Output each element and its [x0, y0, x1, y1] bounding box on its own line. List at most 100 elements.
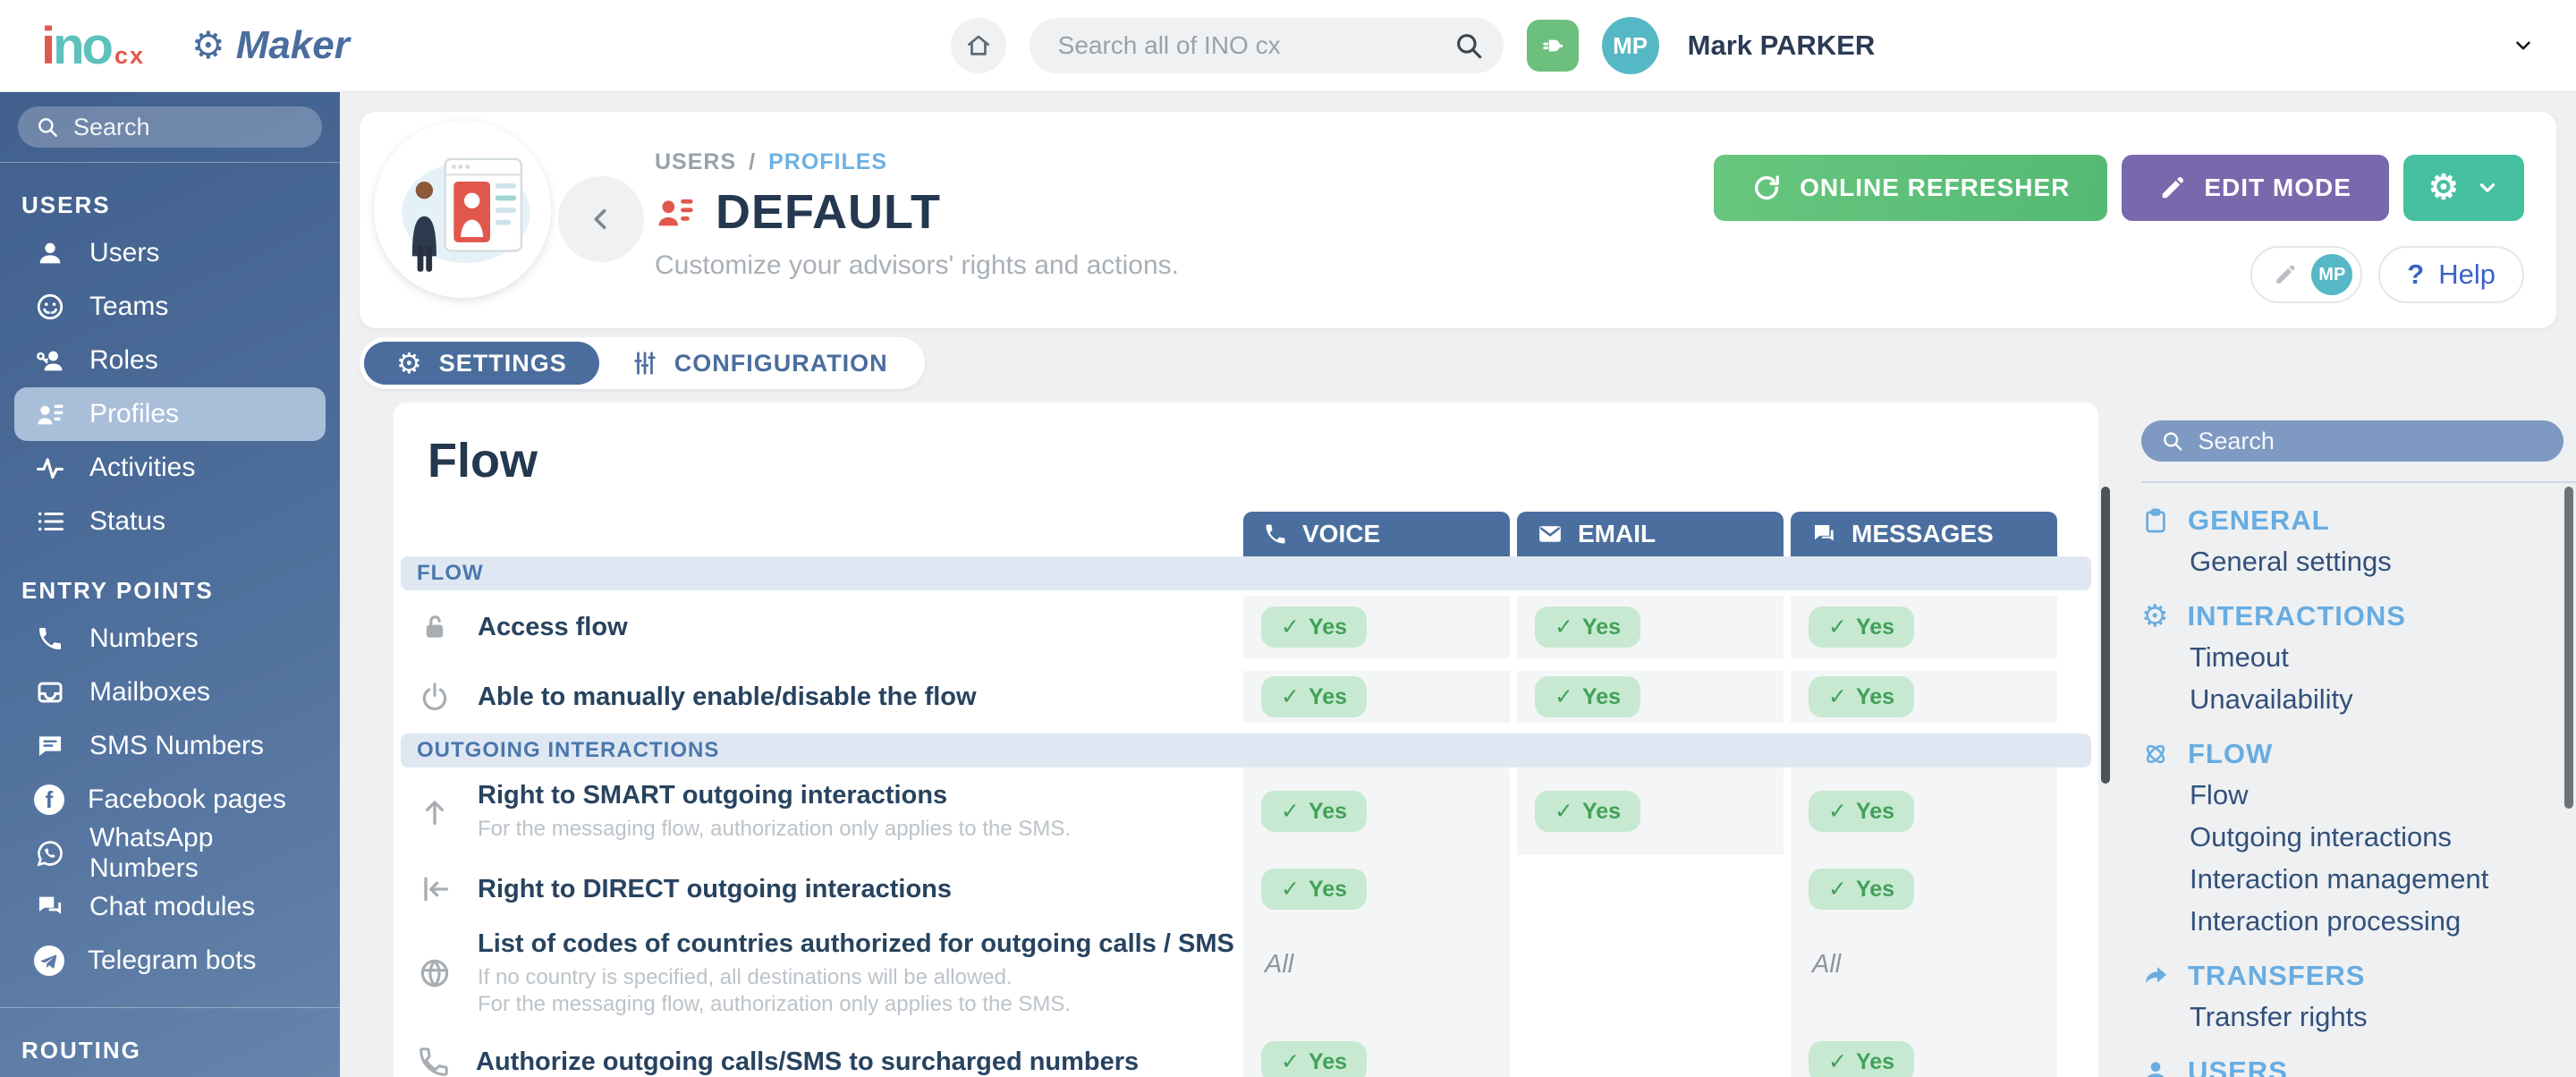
nav-item-interaction-processing[interactable]: Interaction processing [2190, 905, 2462, 937]
breadcrumb: USERS / PROFILES [655, 149, 1179, 175]
global-search[interactable] [1029, 18, 1504, 73]
nav-item-transfer-rights[interactable]: Transfer rights [2190, 1001, 2368, 1032]
topbar: ino cx ⚙ Maker MP Mark PARKER [0, 0, 2576, 92]
check-icon: ✓ [1281, 684, 1300, 709]
section-bar-flow: FLOW [401, 556, 2091, 590]
nav-item-outgoing-interactions[interactable]: Outgoing interactions [2190, 821, 2452, 852]
arrow-up-icon [417, 793, 453, 829]
yes-badge: ✓ Yes [1809, 676, 1915, 717]
maker-app-badge[interactable]: ⚙ Maker [191, 23, 350, 68]
row-note: If no country is specified, all destinat… [478, 964, 1013, 989]
cell-messages: ✓ Yes [1791, 767, 2057, 855]
settings-search[interactable] [2141, 420, 2563, 462]
yes-badge: ✓ Yes [1809, 1041, 1915, 1077]
global-search-input[interactable] [1055, 30, 1441, 61]
pulse-icon [34, 452, 66, 484]
nav-item-general-settings[interactable]: General settings [2190, 546, 2392, 577]
message-bubble-icon [1815, 525, 1834, 541]
nav-item-unavailability[interactable]: Unavailability [2190, 683, 2353, 715]
user-name: Mark PARKER [1687, 30, 1876, 61]
settings-search-input[interactable] [2196, 426, 2544, 456]
nav-item-flow[interactable]: Flow [2190, 779, 2249, 810]
sidebar-item-whatsapp-numbers[interactable]: WhatsApp Numbers [14, 823, 326, 883]
sidebar-item-users[interactable]: Users [14, 226, 326, 280]
left-sidebar: USERS Users Teams Roles Profiles Activit… [0, 92, 340, 1077]
gear-icon: ⚙ [2141, 599, 2170, 633]
row-label: List of codes of countries authorized fo… [478, 929, 1234, 958]
back-button[interactable] [558, 176, 644, 262]
gear-icon: ⚙ [396, 347, 423, 379]
page-scrollbar[interactable] [2564, 487, 2573, 809]
sidebar-search[interactable] [18, 106, 322, 148]
profile-options-button[interactable]: ⚙ [2402, 155, 2524, 221]
tab-configuration[interactable]: CONFIGURATION [599, 342, 920, 385]
cell-email: ✓ Yes [1517, 671, 1784, 723]
nav-section-general[interactable]: GENERAL [2141, 505, 2576, 537]
column-header-email: EMAIL [1517, 512, 1784, 556]
yes-badge: ✓ Yes [1261, 676, 1368, 717]
phone-icon [417, 1045, 451, 1077]
pencil-icon [2163, 176, 2184, 199]
power-icon [417, 679, 453, 715]
cell-messages: ✓ Yes [1791, 671, 2057, 723]
nav-section-interactions[interactable]: ⚙ INTERACTIONS [2141, 599, 2406, 633]
check-icon: ✓ [1555, 615, 1573, 640]
breadcrumb-profiles[interactable]: PROFILES [768, 149, 888, 174]
tab-settings[interactable]: ⚙ SETTINGS [364, 342, 599, 385]
envelope-icon [1539, 526, 1561, 542]
row-label: Right to DIRECT outgoing interactions [478, 874, 953, 903]
nav-section-flow[interactable]: FLOW [2141, 738, 2576, 770]
sidebar-item-label: Numbers [89, 623, 199, 653]
online-refresher-button[interactable]: ONLINE REFRESHER [1714, 155, 2108, 221]
user-menu-button[interactable] [2476, 34, 2535, 57]
assigned-user-pill[interactable]: MP [2250, 246, 2363, 303]
sidebar-item-roles[interactable]: Roles [14, 334, 326, 387]
phone-icon [34, 623, 66, 655]
sidebar-item-telegram-bots[interactable]: Telegram bots [14, 934, 326, 988]
connector-button[interactable] [1526, 20, 1579, 72]
check-icon: ✓ [1555, 799, 1573, 824]
sidebar-item-sms-numbers[interactable]: SMS Numbers [14, 719, 326, 773]
nav-item-interaction-management[interactable]: Interaction management [2190, 863, 2489, 895]
all-value: All [1265, 950, 1294, 979]
sidebar-item-teams[interactable]: Teams [14, 280, 326, 334]
user-avatar[interactable]: MP [1601, 17, 1659, 74]
check-icon: ✓ [1281, 615, 1300, 640]
row-label: Able to manually enable/disable the flow [478, 682, 977, 711]
whatsapp-icon [34, 837, 66, 869]
logo-text-i: i [41, 16, 55, 75]
table-row-surcharged-numbers: Authorize outgoing calls/SMS to surcharg… [401, 1023, 2091, 1077]
sidebar-item-mailboxes[interactable]: Mailboxes [14, 666, 326, 719]
sidebar-item-voice[interactable]: Voice [14, 1072, 326, 1077]
edit-mode-button[interactable]: EDIT MODE [2122, 155, 2389, 221]
help-button[interactable]: ? Help [2378, 246, 2524, 303]
nav-section-transfers[interactable]: TRANSFERS [2141, 960, 2576, 992]
row-label: Right to SMART outgoing interactions [478, 780, 948, 810]
nav-item-timeout[interactable]: Timeout [2190, 641, 2289, 673]
sidebar-item-chat-modules[interactable]: Chat modules [14, 880, 326, 934]
home-button[interactable] [950, 18, 1006, 73]
cell-messages: ✓ Yes [1791, 596, 2057, 658]
section-title: Flow [428, 434, 538, 488]
breadcrumb-users[interactable]: USERS [655, 149, 737, 174]
ino-cx-logo[interactable]: ino cx [41, 16, 145, 76]
cell-voice: All [1243, 923, 1510, 1023]
share-arrow-icon [2146, 967, 2166, 983]
tab-settings-label: SETTINGS [438, 349, 567, 377]
sidebar-item-label: SMS Numbers [89, 731, 265, 760]
search-icon [2164, 432, 2182, 451]
sidebar-search-input[interactable] [71, 112, 304, 142]
sms-bubble-icon [34, 730, 66, 762]
sidebar-item-numbers[interactable]: Numbers [14, 612, 326, 666]
nav-section-users[interactable]: USERS [2141, 1056, 2576, 1077]
sidebar-item-status[interactable]: Status [14, 495, 326, 548]
sidebar-item-profiles[interactable]: Profiles [14, 387, 326, 441]
cell-email: ✓ Yes [1517, 767, 1784, 855]
panel-scrollbar[interactable] [2101, 487, 2110, 784]
profile-illustration [374, 121, 551, 298]
sidebar-item-activities[interactable]: Activities [14, 441, 326, 495]
cell-messages: ✓ Yes [1791, 1023, 2057, 1077]
cell-email-empty [1517, 855, 1784, 923]
sidebar-item-facebook-pages[interactable]: f Facebook pages [14, 773, 326, 827]
avatar-initials: MP [1613, 31, 1648, 59]
